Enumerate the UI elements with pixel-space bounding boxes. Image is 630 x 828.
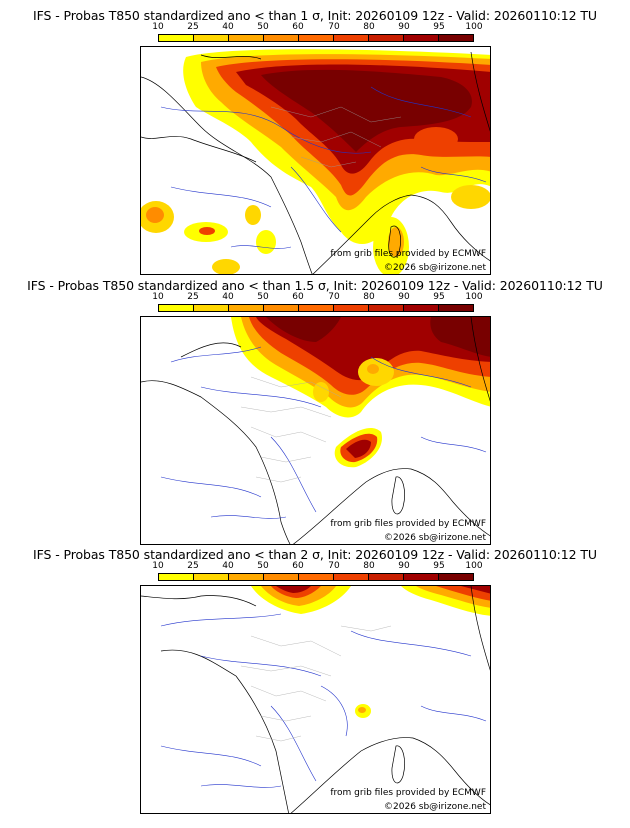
colorbar-tick: 100 <box>465 22 483 32</box>
colorbar-tick: 25 <box>187 561 199 571</box>
colorbar-segment <box>229 35 264 41</box>
colorbar-segment <box>159 305 194 311</box>
colorbar-tick: 95 <box>433 22 445 32</box>
colorbar-segment <box>334 305 369 311</box>
colorbar-segment <box>334 574 369 580</box>
credit-copyright: ©2026 sb@irizone.net <box>384 802 486 812</box>
colorbar-tick: 100 <box>465 292 483 302</box>
colorbar-tick: 50 <box>257 561 269 571</box>
colorbar-tick: 10 <box>152 22 164 32</box>
colorbar-segment <box>264 574 299 580</box>
colorbar-tick: 70 <box>328 22 340 32</box>
colorbar-tick: 90 <box>398 22 410 32</box>
colorbar <box>158 573 474 581</box>
probability-map: from grib files provided by ECMWF ©2026 … <box>140 46 491 275</box>
colorbar-segment <box>299 35 334 41</box>
colorbar-segment <box>299 574 334 580</box>
colorbar-tick: 90 <box>398 561 410 571</box>
colorbar-tick: 40 <box>222 561 234 571</box>
colorbar-tick: 60 <box>292 561 304 571</box>
colorbar-tick: 50 <box>257 292 269 302</box>
colorbar-tick: 80 <box>363 561 375 571</box>
colorbar-segment <box>194 35 229 41</box>
colorbar-tick: 70 <box>328 292 340 302</box>
colorbar-segment <box>229 305 264 311</box>
rivers <box>160 346 487 519</box>
colorbar-tick: 10 <box>152 561 164 571</box>
admin-borders <box>240 625 392 742</box>
colorbar-tick: 80 <box>363 22 375 32</box>
colorbar-segment <box>334 35 369 41</box>
colorbar <box>158 304 474 312</box>
colorbar-segment <box>439 35 473 41</box>
panel-title: IFS - Probas T850 standardized ano < tha… <box>33 547 597 562</box>
colorbar-segment <box>194 305 229 311</box>
colorbar <box>158 34 474 42</box>
colorbar-segment <box>439 305 473 311</box>
colorbar-tick: 95 <box>433 292 445 302</box>
colorbar-tick: 90 <box>398 292 410 302</box>
colorbar-tick: 40 <box>222 292 234 302</box>
map-panel-3: IFS - Probas T850 standardized ano < tha… <box>0 547 630 817</box>
admin-borders <box>270 106 402 168</box>
colorbar-segment <box>439 574 473 580</box>
colorbar-tick: 10 <box>152 292 164 302</box>
colorbar-segment <box>369 305 404 311</box>
probability-field <box>231 317 490 468</box>
colorbar-tick: 60 <box>292 292 304 302</box>
panel-title: IFS - Probas T850 standardized ano < tha… <box>27 278 603 293</box>
colorbar-segment <box>369 35 404 41</box>
admin-borders <box>240 376 342 483</box>
colorbar-tick: 95 <box>433 561 445 571</box>
colorbar-segment <box>264 35 299 41</box>
credit-source: from grib files provided by ECMWF <box>330 788 486 798</box>
map-panel-1: IFS - Probas T850 standardized ano < tha… <box>0 8 630 278</box>
map-panel-2: IFS - Probas T850 standardized ano < tha… <box>0 278 630 548</box>
colorbar-tick: 40 <box>222 22 234 32</box>
colorbar-segment <box>159 574 194 580</box>
probability-map: from grib files provided by ECMWF ©2026 … <box>140 585 491 814</box>
colorbar-segment <box>404 35 439 41</box>
colorbar-tick: 25 <box>187 22 199 32</box>
coastlines <box>141 586 490 813</box>
colorbar-tick: 25 <box>187 292 199 302</box>
colorbar-segment <box>299 305 334 311</box>
colorbar-segment <box>404 574 439 580</box>
colorbar-tick: 100 <box>465 561 483 571</box>
rivers <box>160 613 487 788</box>
colorbar-tick: 70 <box>328 561 340 571</box>
colorbar-tick: 50 <box>257 22 269 32</box>
colorbar-segment <box>229 574 264 580</box>
probability-field <box>141 49 490 274</box>
credit-source: from grib files provided by ECMWF <box>330 519 486 529</box>
coastlines <box>141 317 490 544</box>
credit-source: from grib files provided by ECMWF <box>330 249 486 259</box>
colorbar-tick: 80 <box>363 292 375 302</box>
credit-copyright: ©2026 sb@irizone.net <box>384 533 486 543</box>
rivers <box>160 86 487 249</box>
credit-copyright: ©2026 sb@irizone.net <box>384 263 486 273</box>
colorbar-segment <box>194 574 229 580</box>
colorbar-segment <box>159 35 194 41</box>
colorbar-segment <box>264 305 299 311</box>
panel-title: IFS - Probas T850 standardized ano < tha… <box>33 8 597 23</box>
colorbar-tick: 60 <box>292 22 304 32</box>
probability-map: from grib files provided by ECMWF ©2026 … <box>140 316 491 545</box>
colorbar-segment <box>404 305 439 311</box>
colorbar-segment <box>369 574 404 580</box>
coastlines <box>141 51 490 274</box>
